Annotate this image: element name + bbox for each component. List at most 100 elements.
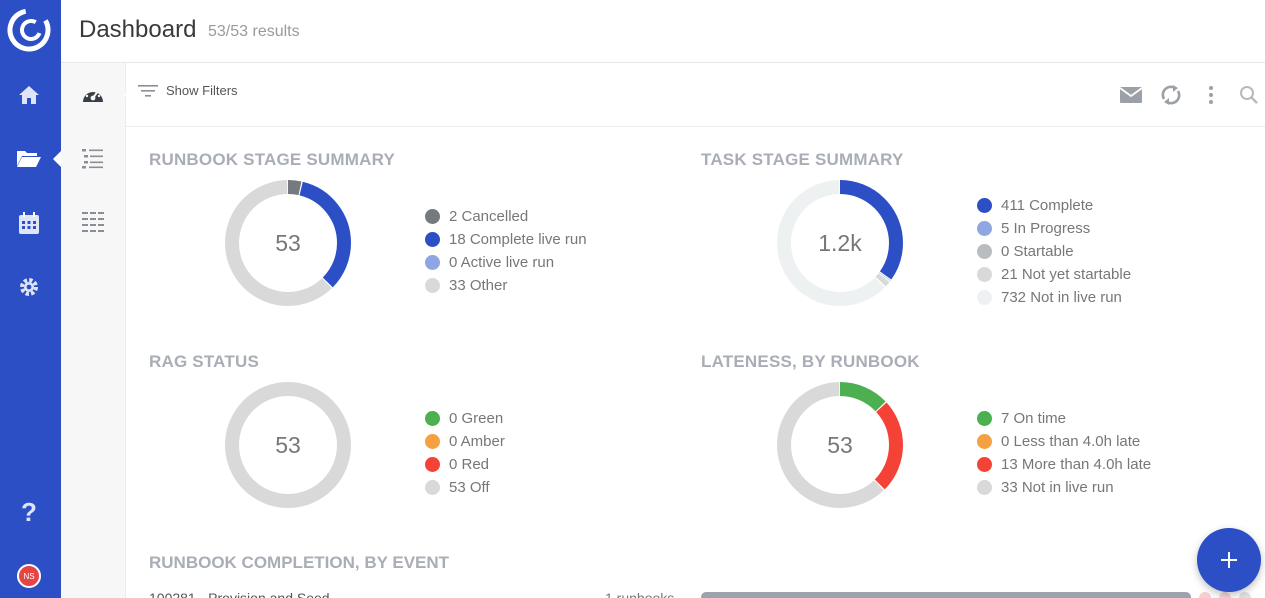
app-logo[interactable] — [7, 8, 51, 52]
lateness-panel: LATENESS, BY RUNBOOK 53 7 On time 0 Less … — [701, 352, 1241, 552]
legend-swatch — [977, 198, 992, 213]
legend-label: 0 Startable — [1001, 243, 1074, 260]
legend-item[interactable]: 0 Green — [425, 407, 505, 430]
legend-item[interactable]: 2 Cancelled — [425, 205, 587, 228]
legend-item[interactable]: 0 Startable — [977, 240, 1131, 263]
legend-swatch — [977, 290, 992, 305]
legend-swatch — [425, 278, 440, 293]
active-view-indicator — [124, 87, 132, 103]
task-stage-legend: 411 Complete 5 In Progress 0 Startable 21 N… — [977, 194, 1131, 309]
donut-slice-cancelled[interactable] — [225, 180, 351, 306]
runbook-completion-title: RUNBOOK COMPLETION, BY EVENT — [149, 553, 450, 572]
app-nav: ? NS — [0, 0, 61, 598]
avatar[interactable]: NS — [17, 564, 41, 588]
legend-item[interactable]: 53 Off — [425, 476, 505, 499]
add-button[interactable] — [1197, 528, 1261, 592]
legend-item[interactable]: 18 Complete live run — [425, 228, 587, 251]
plus-icon — [1221, 552, 1237, 568]
legend-swatch — [425, 457, 440, 472]
completion-red-indicator — [1199, 592, 1211, 598]
legend-label: 0 Green — [449, 410, 504, 427]
lateness-legend: 7 On time 0 Less than 4.0h late 13 More th… — [977, 407, 1151, 499]
more-options-icon[interactable] — [1197, 81, 1225, 109]
completion-grey-indicator — [1239, 592, 1251, 598]
rag-status-donut[interactable]: 53 — [221, 378, 355, 512]
legend-item[interactable]: 7 On time — [977, 407, 1151, 430]
panel-title: TASK STAGE SUMMARY — [701, 150, 904, 169]
legend-item[interactable]: 411 Complete — [977, 194, 1131, 217]
folder-open-icon[interactable] — [14, 143, 44, 173]
completion-progress-bar — [701, 592, 1191, 598]
rag-status-panel: RAG STATUS 53 0 Green 0 Amber 0 Red 53 Off — [149, 352, 689, 552]
legend-item[interactable]: 0 Red — [425, 453, 505, 476]
legend-item[interactable]: 33 Not in live run — [977, 476, 1151, 499]
rag-status-legend: 0 Green 0 Amber 0 Red 53 Off — [425, 407, 505, 499]
legend-swatch — [425, 411, 440, 426]
help-icon[interactable]: ? — [21, 496, 37, 527]
legend-swatch — [977, 411, 992, 426]
task-stage-summary-panel: TASK STAGE SUMMARY 1.2k 411 Complete 5 In… — [701, 150, 1241, 350]
donut-slice-other[interactable] — [225, 180, 351, 306]
donut-slice-complete-live-run[interactable] — [225, 180, 351, 306]
panel-title: RUNBOOK STAGE SUMMARY — [149, 150, 395, 169]
legend-item[interactable]: 5 In Progress — [977, 217, 1131, 240]
donut-slice-complete[interactable] — [777, 180, 903, 306]
show-filters-button[interactable]: Show Filters — [138, 83, 238, 98]
donut-slice-more-than-4-0h-late[interactable] — [777, 382, 903, 508]
toolbar: Show Filters — [126, 63, 1265, 127]
calendar-icon[interactable] — [14, 208, 44, 238]
page-title: Dashboard — [79, 16, 197, 43]
legend-label: 411 Complete — [1001, 197, 1094, 214]
legend-swatch — [977, 480, 992, 495]
lateness-donut[interactable]: 53 — [773, 378, 907, 512]
legend-item[interactable]: 0 Amber — [425, 430, 505, 453]
legend-label: 33 Not in live run — [1001, 479, 1114, 496]
show-filters-label: Show Filters — [166, 83, 238, 98]
legend-item[interactable]: 13 More than 4.0h late — [977, 453, 1151, 476]
legend-item[interactable]: 33 Other — [425, 274, 587, 297]
legend-swatch — [425, 434, 440, 449]
panel-title: RAG STATUS — [149, 352, 259, 371]
page-header: Dashboard 53/53 results — [61, 0, 1265, 63]
donut-center-value: 53 — [827, 432, 853, 458]
dashboard-view-icon[interactable] — [79, 81, 107, 109]
legend-label: 7 On time — [1001, 410, 1067, 427]
active-nav-indicator — [53, 151, 61, 167]
results-count: 53/53 results — [208, 23, 300, 40]
legend-swatch — [425, 232, 440, 247]
legend-item[interactable]: 0 Less than 4.0h late — [977, 430, 1151, 453]
runbook-stage-donut[interactable]: 53 — [221, 176, 355, 310]
legend-item[interactable]: 732 Not in live run — [977, 286, 1131, 309]
completion-row-label: 100281 - Provision and Seed — [149, 590, 330, 598]
filter-icon — [138, 84, 158, 97]
legend-label: 5 In Progress — [1001, 220, 1091, 237]
legend-label: 53 Off — [449, 479, 490, 496]
donut-slice-on-time[interactable] — [777, 382, 903, 508]
legend-swatch — [977, 244, 992, 259]
legend-swatch — [977, 457, 992, 472]
runbook-stage-summary-panel: RUNBOOK STAGE SUMMARY 53 2 Cancelled 18 C… — [149, 150, 689, 350]
donut-center-value: 53 — [275, 432, 301, 458]
legend-item[interactable]: 0 Active live run — [425, 251, 587, 274]
table-view-icon[interactable] — [79, 208, 107, 236]
donut-slice-not-in-live-run[interactable] — [777, 382, 903, 508]
legend-label: 21 Not yet startable — [1001, 266, 1132, 283]
legend-label: 0 Red — [449, 456, 490, 473]
list-view-icon[interactable] — [79, 144, 107, 172]
task-stage-donut[interactable]: 1.2k — [773, 176, 907, 310]
legend-swatch — [425, 255, 440, 270]
panel-title: LATENESS, BY RUNBOOK — [701, 352, 920, 371]
donut-slice-off[interactable] — [225, 382, 351, 508]
email-icon[interactable] — [1117, 81, 1145, 109]
legend-label: 13 More than 4.0h late — [1001, 456, 1152, 473]
home-icon[interactable] — [14, 80, 44, 110]
completion-amber-indicator — [1219, 592, 1231, 598]
refresh-icon[interactable] — [1157, 81, 1185, 109]
view-switcher — [61, 63, 132, 598]
completion-row[interactable]: 100281 - Provision and Seed 1 runbooks — [149, 588, 1265, 598]
search-icon[interactable] — [1235, 81, 1263, 109]
gear-icon[interactable] — [14, 272, 44, 302]
legend-label: 0 Amber — [449, 433, 505, 450]
legend-item[interactable]: 21 Not yet startable — [977, 263, 1131, 286]
donut-slice-not-in-live-run[interactable] — [777, 180, 903, 306]
